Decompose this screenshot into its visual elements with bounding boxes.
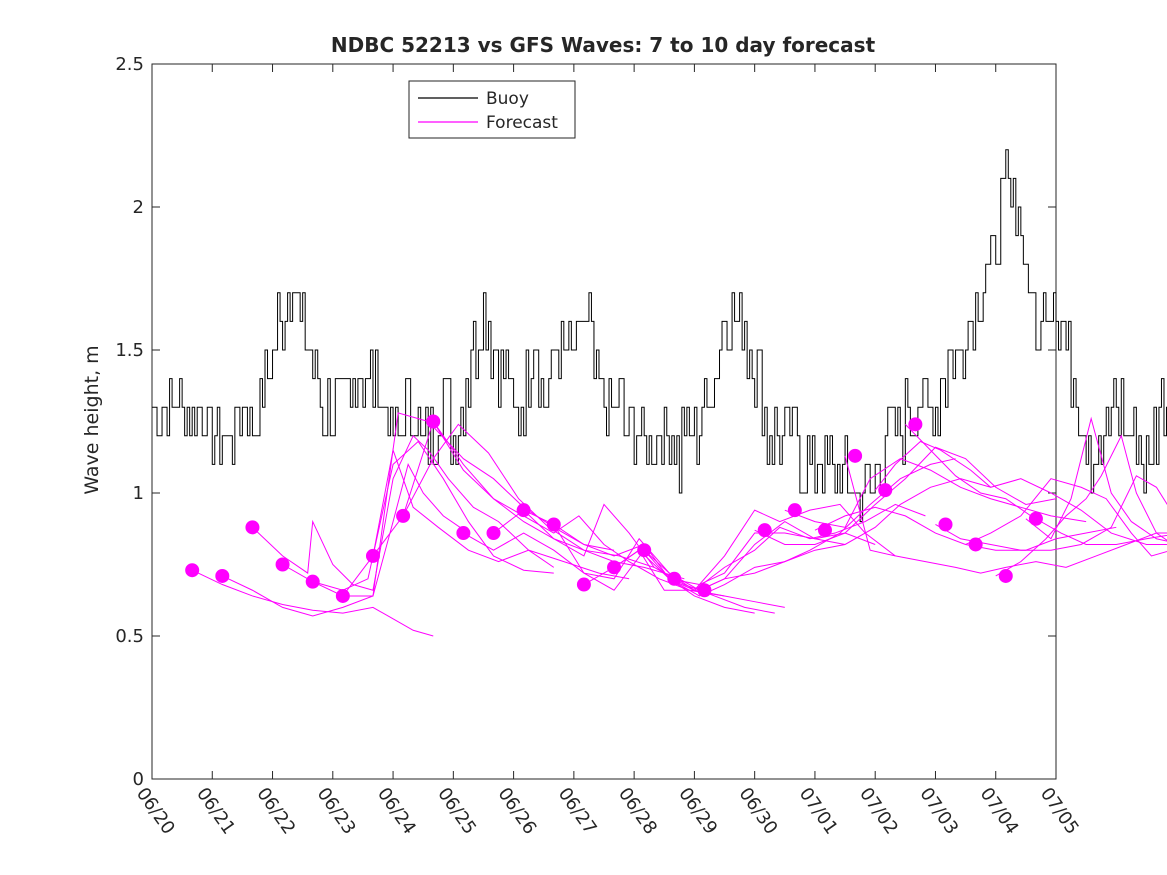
x-tick-label: 06/28 [614,784,661,839]
forecast-marker-3 [275,557,290,572]
forecast-marker-18 [757,523,772,538]
y-axis: 0 0.5 1 1.5 2 2.5 [115,54,1056,790]
forecast-line-15 [643,503,926,591]
x-tick-label: 06/25 [433,784,480,839]
forecast-marker-5 [335,588,350,603]
x-tick-label: 06/29 [674,784,721,839]
x-tick-label: 06/26 [494,784,541,839]
buoy-line [152,149,1167,523]
forecast-marker-22 [878,483,893,498]
forecast-marker-20 [817,523,832,538]
forecast-line-2 [252,434,555,591]
forecast-marker-12 [546,517,561,532]
legend-label-buoy: Buoy [486,89,529,109]
forecast-marker-26 [998,568,1013,583]
forecast-marker-6 [365,548,380,563]
forecast-marker-27 [1028,511,1043,526]
plot-area: 0 0.5 1 1.5 2 2.5 06/20 06/21 06/22 06/23 06/24 06… [115,54,1167,838]
forecast-line-5 [342,448,630,597]
forecast-marker-0 [185,563,200,578]
legend-label-forecast: Forecast [486,113,558,133]
forecast-line-6 [372,423,655,568]
forecast-marker-15 [637,543,652,558]
forecast-line-25 [965,478,1167,557]
x-tick-label: 06/30 [735,784,782,839]
x-tick-label: 07/02 [855,784,902,839]
forecast-line-19 [784,458,1087,528]
forecast-marker-13 [576,577,591,592]
x-tick-label: 07/03 [915,784,962,839]
y-tick-label: 0 [133,769,144,790]
forecast-line-3 [282,440,554,591]
x-tick-label: 06/23 [313,784,360,839]
forecast-line-14 [613,503,896,591]
forecast-line-22 [874,440,1167,545]
y-axis-label: Wave height, m [81,345,103,494]
forecast-line-4 [312,412,615,597]
x-tick-label: 06/24 [373,784,420,839]
chart-title: NDBC 52213 vs GFS Waves: 7 to 10 day for… [331,33,876,57]
forecast-marker-14 [607,560,622,575]
legend-box [408,80,576,139]
x-tick-label: 06/20 [132,784,179,839]
forecast-line-17 [699,478,991,591]
forecast-marker-10 [486,526,501,541]
forecast-marker-11 [516,503,531,518]
forecast-marker-19 [787,503,802,518]
forecast-marker-25 [968,537,983,552]
forecast-marker-23 [908,417,923,432]
legend: Buoy Forecast [408,80,576,139]
forecast-marker-7 [396,508,411,523]
forecast-marker-2 [245,520,260,535]
forecast-marker-1 [215,568,230,583]
forecast-series [185,412,1167,637]
forecast-line-21 [844,455,1167,574]
forecast-line-10 [493,503,775,614]
forecast-marker-4 [305,574,320,589]
y-tick-label: 1.5 [115,340,144,361]
x-tick-label: 06/27 [554,784,601,839]
x-tick-label: 06/22 [252,784,299,839]
forecast-line-27 [1025,416,1167,542]
buoy-series [152,149,1167,523]
x-tick-label: 07/01 [795,784,842,839]
forecast-line-26 [995,434,1167,577]
forecast-marker-16 [667,571,682,586]
forecast-marker-21 [848,448,863,463]
y-tick-label: 1 [133,483,144,504]
y-tick-label: 0.5 [115,626,144,647]
y-tick-label: 2.5 [115,54,144,75]
x-tick-label: 07/04 [976,784,1023,839]
x-tick-label: 06/21 [192,784,239,839]
y-tick-label: 2 [133,197,144,218]
forecast-line-7 [402,420,685,580]
forecast-line-23 [904,424,1167,545]
forecast-marker-8 [426,414,441,429]
forecast-marker-9 [456,526,471,541]
forecast-line-9 [463,532,755,614]
forecast-marker-24 [938,517,953,532]
x-tick-label: 07/05 [1036,784,1083,839]
forecast-marker-17 [697,583,712,598]
forecast-line-18 [754,446,1057,545]
